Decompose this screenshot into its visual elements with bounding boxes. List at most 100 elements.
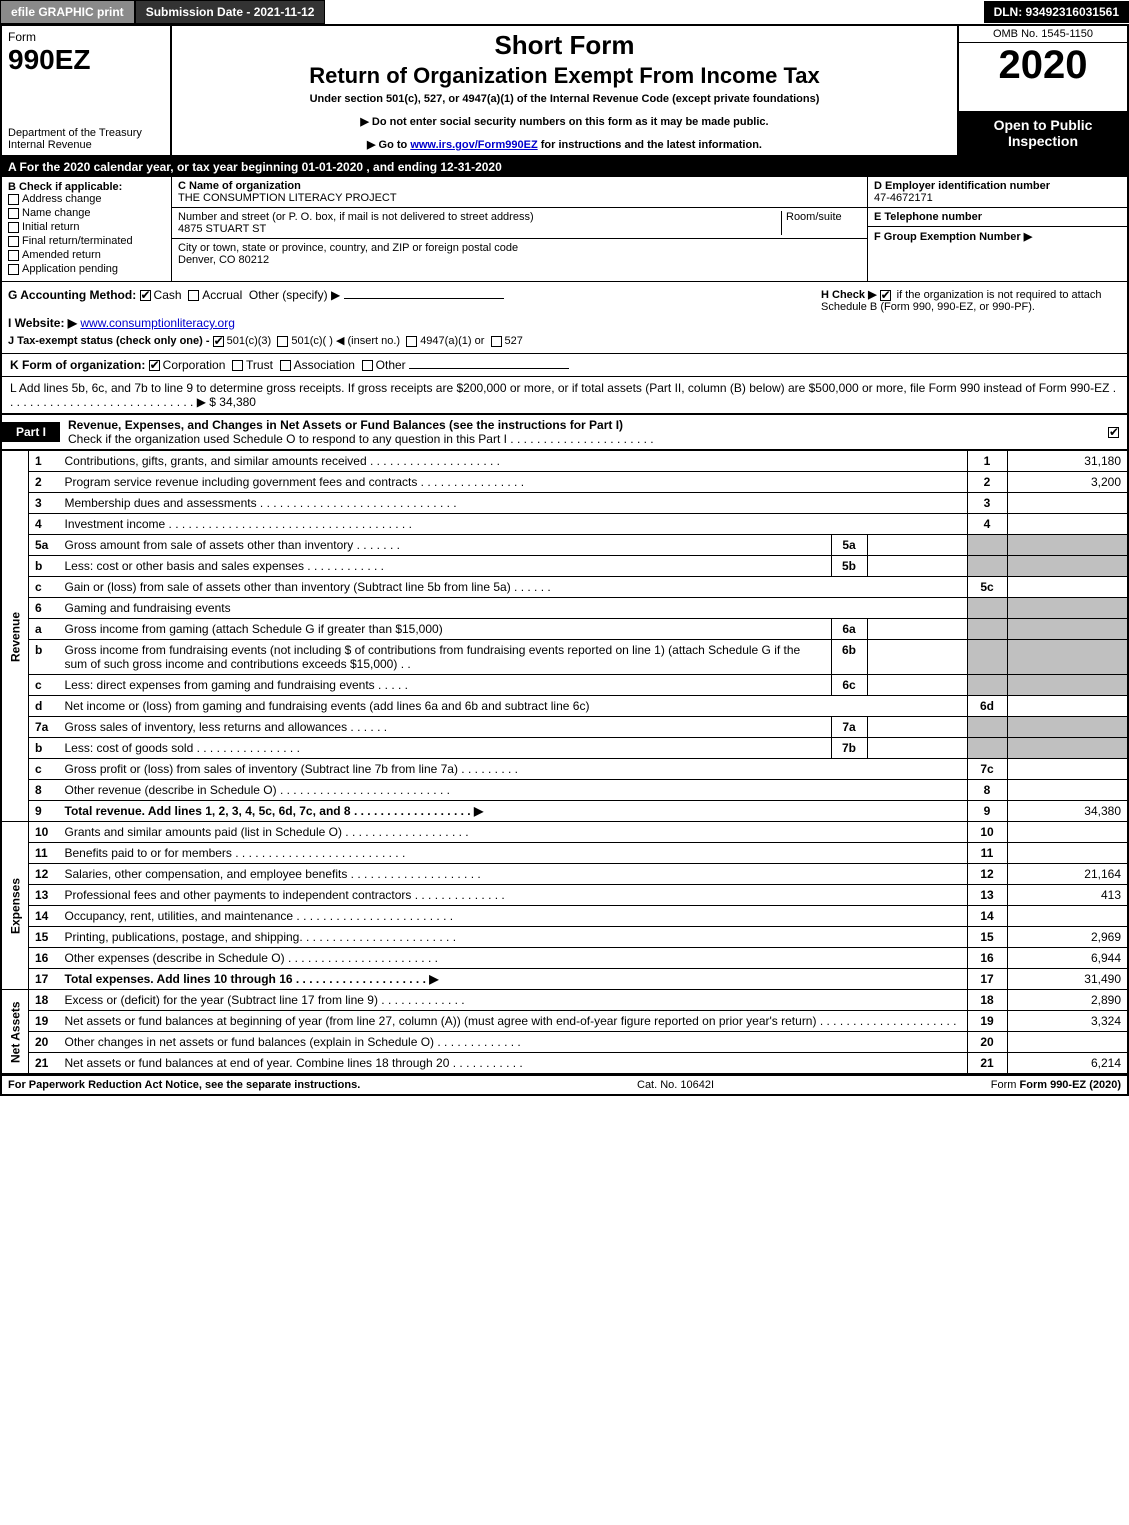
row-box-v: [1007, 906, 1127, 927]
row-desc: Gross amount from sale of assets other t…: [59, 535, 832, 556]
mini-v: [867, 738, 967, 759]
cb-501c3[interactable]: [213, 336, 224, 347]
submission-date-button[interactable]: Submission Date - 2021-11-12: [135, 0, 326, 24]
row-num: b: [29, 738, 59, 759]
col-b-label: B Check if applicable:: [8, 181, 165, 193]
row-num: 10: [29, 822, 59, 843]
row-box-n: [967, 717, 1007, 738]
row-box-n: 16: [967, 948, 1007, 969]
street-value: 4875 STUART ST: [178, 223, 266, 235]
cb-initial-return[interactable]: Initial return: [8, 221, 165, 233]
mini-n: 7a: [831, 717, 867, 738]
cb-association[interactable]: [280, 360, 291, 371]
dln-label: DLN: 93492316031561: [984, 1, 1129, 23]
part1-header: Part I Revenue, Expenses, and Changes in…: [2, 413, 1127, 450]
row-box-v: [1007, 759, 1127, 780]
line-h: H Check ▶ if the organization is not req…: [821, 288, 1121, 347]
cb-trust[interactable]: [232, 360, 243, 371]
row-box-v: [1007, 535, 1127, 556]
cb-amended-return[interactable]: Amended return: [8, 249, 165, 261]
subtitle-ssn: ▶ Do not enter social security numbers o…: [180, 115, 949, 128]
row-num: 1: [29, 451, 59, 472]
efile-print-button[interactable]: efile GRAPHIC print: [0, 0, 135, 24]
row-box-v: 3,324: [1007, 1011, 1127, 1032]
cb-other[interactable]: [362, 360, 373, 371]
goto-prefix: ▶ Go to: [367, 139, 410, 151]
cb-h[interactable]: [880, 290, 891, 301]
row-box-n: 4: [967, 514, 1007, 535]
mini-v: [867, 535, 967, 556]
row-num: b: [29, 640, 59, 675]
cb-501c[interactable]: [277, 336, 288, 347]
row-box-v: 6,944: [1007, 948, 1127, 969]
row-box-n: [967, 598, 1007, 619]
cb-accrual[interactable]: [188, 290, 199, 301]
row-box-v: [1007, 556, 1127, 577]
irs-link[interactable]: www.irs.gov/Form990EZ: [410, 139, 537, 151]
org-name-value: THE CONSUMPTION LITERACY PROJECT: [178, 192, 397, 204]
row-desc: Gross profit or (loss) from sales of inv…: [59, 759, 968, 780]
cb-final-return[interactable]: Final return/terminated: [8, 235, 165, 247]
row-num: 6: [29, 598, 59, 619]
h-label: H Check ▶: [821, 289, 877, 301]
row-desc: Net assets or fund balances at beginning…: [59, 1011, 968, 1032]
line-i: I Website: ▶ www.consumptionliteracy.org: [8, 316, 821, 330]
netassets-section-label: Net Assets: [2, 990, 29, 1074]
g-other: Other (specify) ▶: [249, 288, 340, 302]
row-num: 11: [29, 843, 59, 864]
row-desc: Occupancy, rent, utilities, and maintena…: [59, 906, 968, 927]
mini-v: [867, 556, 967, 577]
cb-cash[interactable]: [140, 290, 151, 301]
row-box-v: [1007, 577, 1127, 598]
row-box-n: [967, 675, 1007, 696]
open-public-inspection: Open to Public Inspection: [959, 111, 1127, 155]
row-desc: Gain or (loss) from sale of assets other…: [59, 577, 968, 598]
row-num: c: [29, 577, 59, 598]
row-box-v: [1007, 717, 1127, 738]
title-short-form: Short Form: [180, 30, 949, 61]
mini-n: 6c: [831, 675, 867, 696]
row-box-n: 11: [967, 843, 1007, 864]
row-num: 9: [29, 801, 59, 822]
header-right: OMB No. 1545-1150 2020 Open to Public In…: [957, 26, 1127, 155]
cb-address-change[interactable]: Address change: [8, 193, 165, 205]
mini-v: [867, 717, 967, 738]
footer-right: Form Form 990-EZ (2020): [991, 1079, 1121, 1091]
cb-4947[interactable]: [406, 336, 417, 347]
row-num: d: [29, 696, 59, 717]
row-num: 18: [29, 990, 59, 1011]
ein-cell: D Employer identification number 47-4672…: [868, 177, 1127, 208]
col-b: B Check if applicable: Address change Na…: [2, 177, 172, 281]
row-desc: Investment income . . . . . . . . . . . …: [59, 514, 968, 535]
row-num: 4: [29, 514, 59, 535]
line-k: K Form of organization: Corporation Trus…: [2, 354, 1127, 377]
row-box-v: [1007, 822, 1127, 843]
g-accrual: Accrual: [202, 288, 242, 302]
mini-v: [867, 640, 967, 675]
cb-application-pending[interactable]: Application pending: [8, 263, 165, 275]
row-desc: Gross income from fundraising events (no…: [59, 640, 832, 675]
org-name-label: C Name of organization: [178, 180, 301, 192]
row-desc: Other changes in net assets or fund bala…: [59, 1032, 968, 1053]
row-box-n: 7c: [967, 759, 1007, 780]
section-g-h: G Accounting Method: Cash Accrual Other …: [2, 282, 1127, 354]
j-501c3: 501(c)(3): [227, 335, 272, 347]
row-desc: Professional fees and other payments to …: [59, 885, 968, 906]
row-box-n: [967, 738, 1007, 759]
footer-left: For Paperwork Reduction Act Notice, see …: [8, 1079, 360, 1091]
website-link[interactable]: www.consumptionliteracy.org: [80, 316, 235, 330]
j-4947: 4947(a)(1) or: [420, 335, 484, 347]
cb-name-change[interactable]: Name change: [8, 207, 165, 219]
row-desc: Gaming and fundraising events: [59, 598, 968, 619]
cb-corporation[interactable]: [149, 360, 160, 371]
form-word: Form: [8, 30, 36, 44]
dept-treasury: Department of the Treasury: [8, 127, 164, 139]
row-box-n: 3: [967, 493, 1007, 514]
phone-cell: E Telephone number: [868, 208, 1127, 227]
ein-value: 47-4672171: [874, 192, 933, 204]
street-cell: Number and street (or P. O. box, if mail…: [172, 208, 867, 239]
part1-check[interactable]: [1103, 425, 1127, 439]
row-box-v: [1007, 696, 1127, 717]
row-box-n: 14: [967, 906, 1007, 927]
cb-527[interactable]: [491, 336, 502, 347]
